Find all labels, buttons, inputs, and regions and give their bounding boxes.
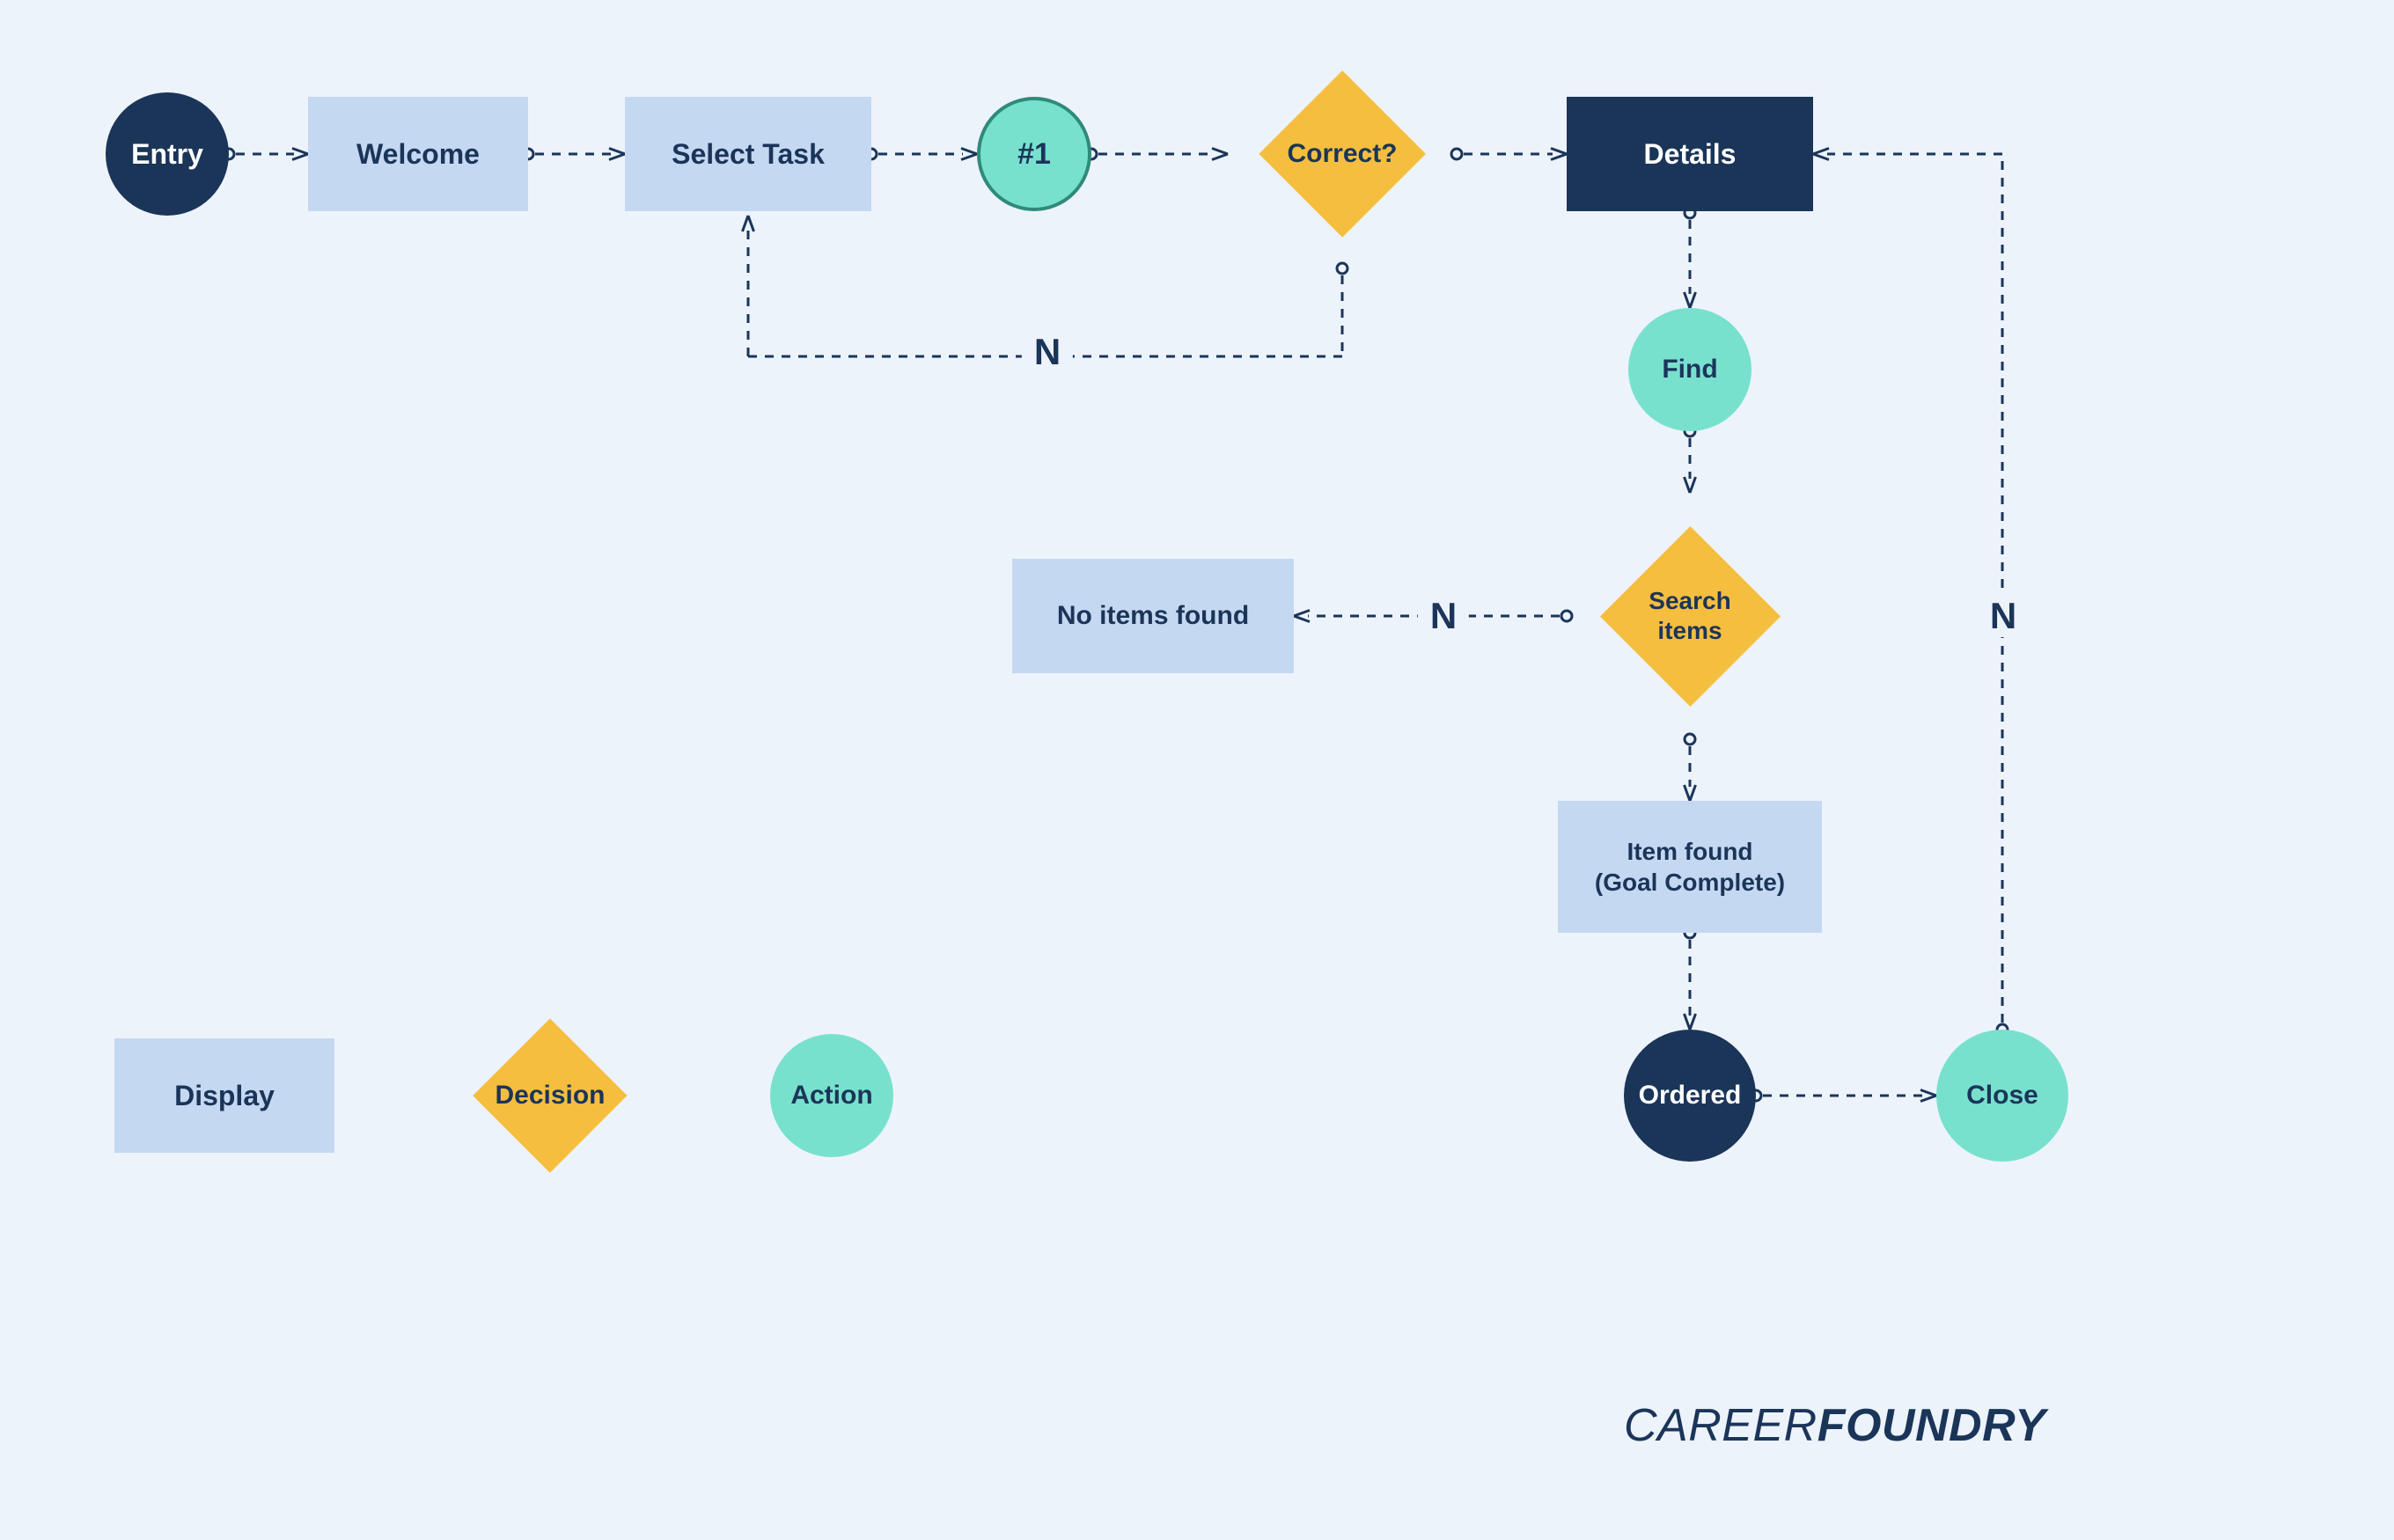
node-welcome: Welcome xyxy=(308,97,528,211)
node-close: Close xyxy=(1936,1030,2068,1162)
node-search-diamond: Search items xyxy=(1600,526,1781,707)
node-details: Details xyxy=(1567,97,1813,211)
node-ordered: Ordered xyxy=(1624,1030,1756,1162)
flowchart-canvas: CAREERFOUNDRY Entry Welcome Select Task #1 C… xyxy=(0,0,2394,1540)
node-one: #1 xyxy=(977,97,1091,211)
brand-text-1: CAREER xyxy=(1624,1400,1818,1451)
node-label: Search items xyxy=(1600,526,1781,707)
node-label: Correct? xyxy=(1259,70,1426,238)
brand-logo: CAREERFOUNDRY xyxy=(1624,1399,2045,1452)
edge-label: N xyxy=(1978,595,2029,637)
brand-text-2: FOUNDRY xyxy=(1818,1400,2046,1451)
node-correct-diamond: Correct? xyxy=(1259,70,1426,238)
node-select: Select Task xyxy=(625,97,871,211)
legend-node-diamond: Decision xyxy=(474,1019,628,1173)
node-noitems: No items found xyxy=(1012,559,1294,673)
node-label: Decision xyxy=(474,1019,628,1173)
legend-rect: Display xyxy=(114,1038,334,1153)
node-entry: Entry xyxy=(106,92,229,216)
node-find: Find xyxy=(1628,308,1751,431)
edge-label: N xyxy=(1022,331,1073,373)
node-itemfound: Item found (Goal Complete) xyxy=(1558,801,1822,933)
edge-label: N xyxy=(1418,595,1469,637)
edges-layer xyxy=(0,0,2394,1540)
legend-circle: Action xyxy=(770,1034,893,1157)
